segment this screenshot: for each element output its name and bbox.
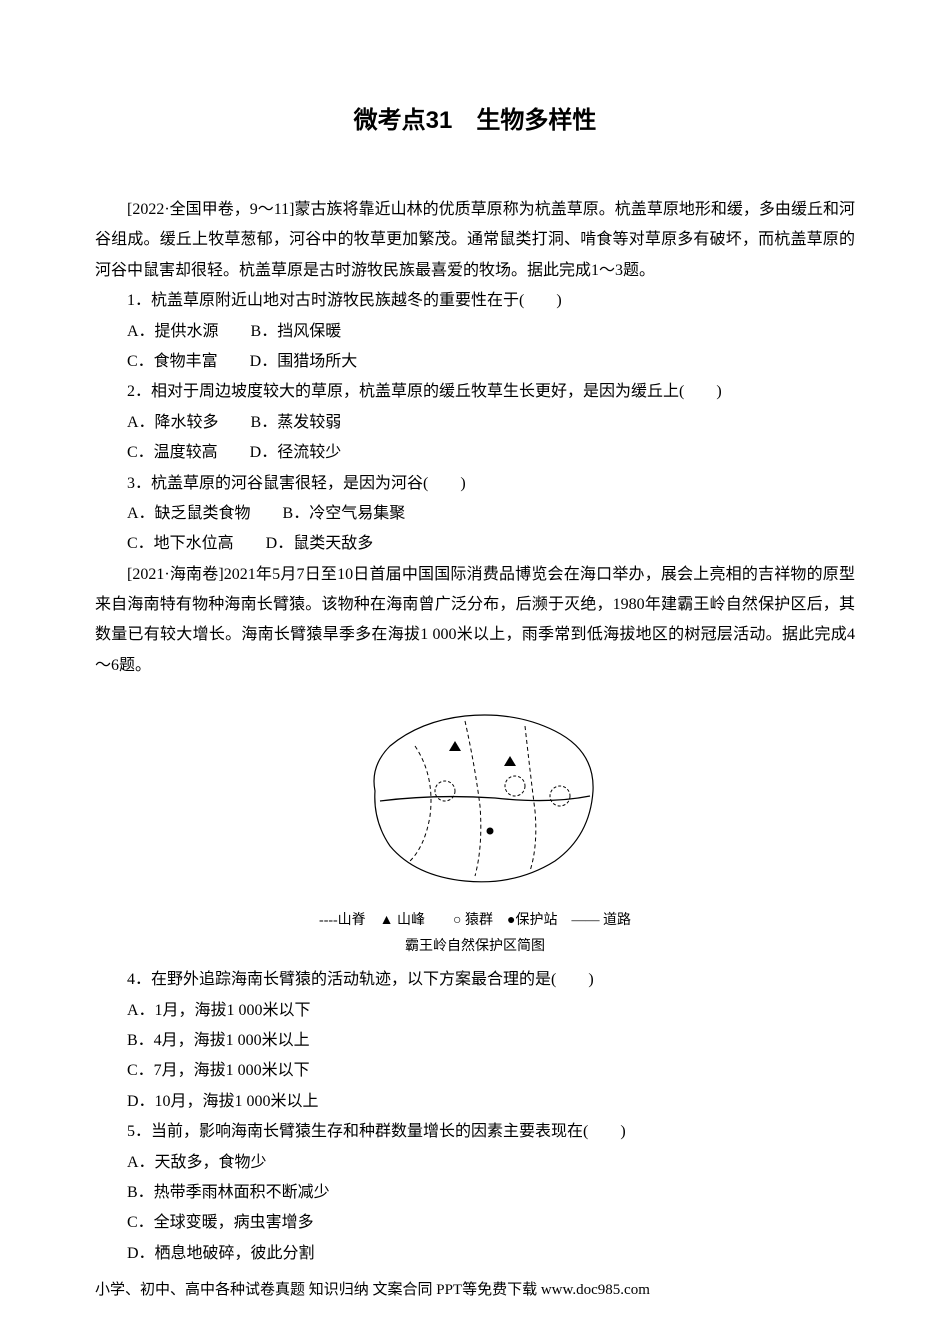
- question-3: 3．杭盖草原的河谷鼠害很轻，是因为河谷( ): [95, 469, 855, 499]
- ape-group-icon-1: [435, 781, 455, 801]
- passage-1: [2022·全国甲卷，9～11]蒙古族将靠近山林的优质草原称为杭盖草原。杭盖草原…: [95, 195, 855, 286]
- question-4-option-c: C．7月，海拔1 000米以下: [95, 1056, 855, 1086]
- question-2: 2．相对于周边坡度较大的草原，杭盖草原的缓丘牧草生长更好，是因为缓丘上( ): [95, 377, 855, 407]
- ape-group-icon-3: [550, 786, 570, 806]
- question-4-option-b: B．4月，海拔1 000米以上: [95, 1026, 855, 1056]
- map-figure: ----山脊 ▲ 山峰 ○ 猿群 ●保护站 —— 道路 霸王岭自然保护区简图: [95, 696, 855, 955]
- map-caption: 霸王岭自然保护区简图: [95, 935, 855, 955]
- map-svg: [335, 696, 615, 896]
- page-footer: 小学、初中、高中各种试卷真题 知识归纳 文案合同 PPT等免费下载 www.do…: [95, 1278, 650, 1299]
- question-5-option-c: C．全球变暖，病虫害增多: [95, 1208, 855, 1238]
- road: [380, 796, 590, 801]
- question-1-options-row2: C．食物丰富 D．围猎场所大: [95, 347, 855, 377]
- station-icon: [487, 828, 494, 835]
- map-legend: ----山脊 ▲ 山峰 ○ 猿群 ●保护站 —— 道路: [95, 909, 855, 929]
- question-5-option-b: B．热带季雨林面积不断减少: [95, 1178, 855, 1208]
- ape-group-icon-2: [505, 776, 525, 796]
- document-title: 微考点31 生物多样性: [95, 100, 855, 135]
- question-2-options-row2: C．温度较高 D．径流较少: [95, 438, 855, 468]
- peak-icon-1: [449, 741, 461, 751]
- ridge-1: [410, 746, 431, 861]
- peak-icon-2: [504, 756, 516, 766]
- question-4-option-a: A．1月，海拔1 000米以下: [95, 996, 855, 1026]
- question-5-option-d: D．栖息地破碎，彼此分割: [95, 1239, 855, 1269]
- question-1: 1．杭盖草原附近山地对古时游牧民族越冬的重要性在于( ): [95, 286, 855, 316]
- question-2-options-row1: A．降水较多 B．蒸发较弱: [95, 408, 855, 438]
- passage-2: [2021·海南卷]2021年5月7日至10日首届中国国际消费品博览会在海口举办…: [95, 560, 855, 682]
- question-5: 5．当前，影响海南长臂猿生存和种群数量增长的因素主要表现在( ): [95, 1117, 855, 1147]
- ridge-3: [525, 726, 536, 871]
- question-5-option-a: A．天敌多，食物少: [95, 1148, 855, 1178]
- ridge-2: [465, 721, 481, 876]
- question-4-option-d: D．10月，海拔1 000米以上: [95, 1087, 855, 1117]
- question-3-options-row2: C．地下水位高 D．鼠类天敌多: [95, 529, 855, 559]
- question-4: 4．在野外追踪海南长臂猿的活动轨迹，以下方案最合理的是( ): [95, 965, 855, 995]
- question-1-options-row1: A．提供水源 B．挡风保暖: [95, 317, 855, 347]
- question-3-options-row1: A．缺乏鼠类食物 B．冷空气易集聚: [95, 499, 855, 529]
